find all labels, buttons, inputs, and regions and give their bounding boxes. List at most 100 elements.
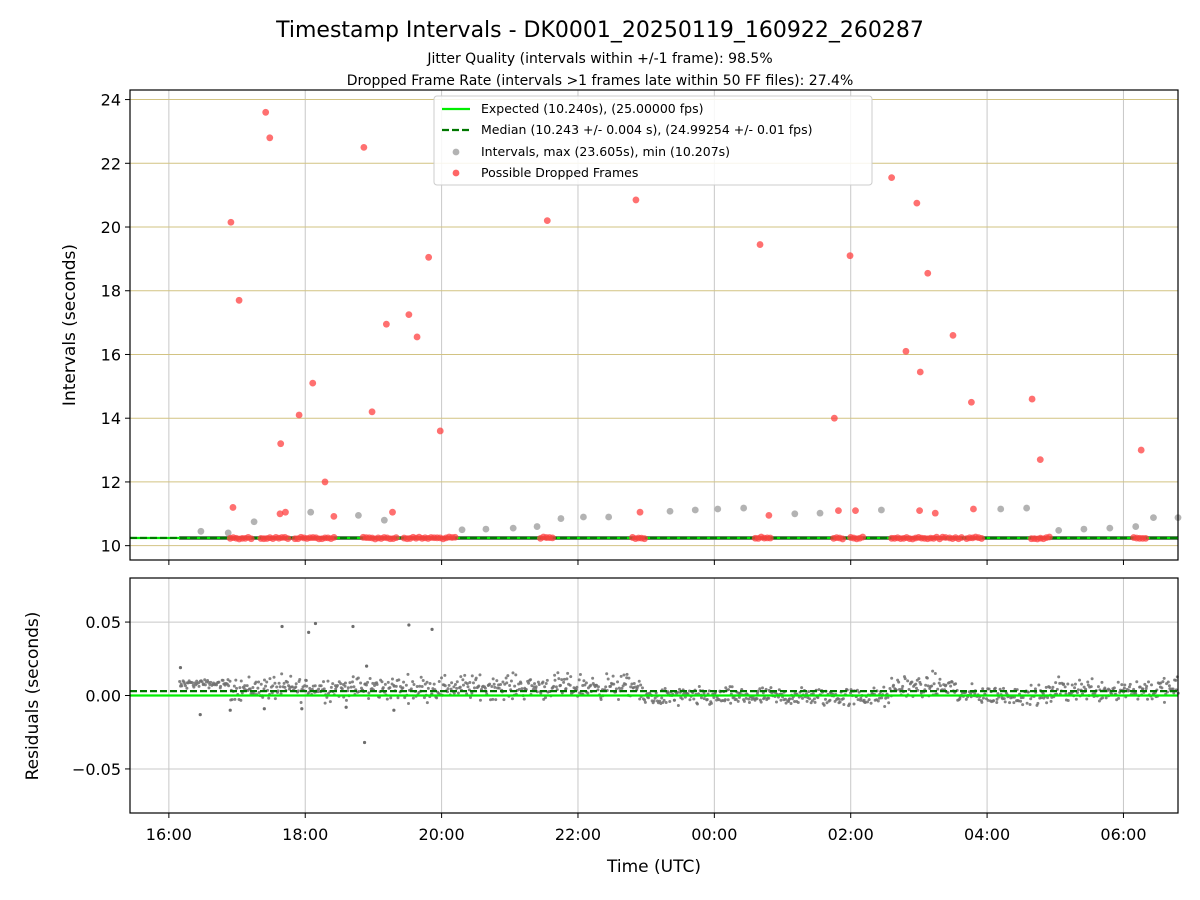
residual-point	[944, 683, 948, 687]
residual-point	[866, 700, 870, 704]
residual-point	[663, 686, 667, 690]
residual-point	[931, 669, 935, 673]
residual-point	[386, 680, 390, 684]
interval-point	[380, 516, 388, 524]
residual-point	[919, 691, 923, 695]
residual-point	[986, 698, 990, 702]
residual-point	[1100, 680, 1104, 684]
residual-point	[616, 698, 620, 702]
residual-point	[335, 684, 339, 687]
residual-point	[421, 678, 425, 682]
residual-point	[1089, 685, 1093, 689]
x-tick-label: 20:00	[419, 825, 465, 844]
residual-point	[1122, 686, 1126, 690]
interval-point	[816, 509, 824, 517]
residual-point	[296, 689, 300, 693]
dropped-frame-point	[859, 533, 867, 541]
dropped-frame-point	[835, 507, 842, 515]
residual-point	[1037, 683, 1041, 687]
residual-point	[949, 684, 953, 688]
residual-point	[643, 700, 647, 704]
legend-expected-label: Expected (10.240s), (25.00000 fps)	[481, 101, 703, 116]
residual-point	[553, 678, 557, 682]
residual-point	[209, 680, 213, 684]
residual-point	[759, 700, 763, 704]
residual-point	[767, 696, 771, 700]
residual-point	[1090, 677, 1094, 681]
residual-point	[800, 686, 804, 690]
top-y-tick-label: 24	[101, 91, 121, 110]
residual-point	[459, 675, 463, 679]
residual-point	[1128, 682, 1132, 686]
residual-point	[859, 696, 863, 700]
residual-point	[349, 685, 353, 689]
x-tick-label: 00:00	[691, 825, 737, 844]
residual-point	[458, 685, 462, 689]
residual-point	[317, 687, 321, 691]
residual-point	[514, 673, 518, 677]
residual-point	[351, 680, 355, 684]
residual-point	[938, 684, 942, 688]
dropped-frame-point	[405, 311, 413, 319]
dropped-frame-point	[846, 252, 854, 260]
residual-point	[1003, 700, 1007, 704]
top-y-tick-label: 10	[101, 537, 121, 556]
residual-point	[981, 696, 985, 700]
residual-point	[536, 680, 540, 684]
residual-point	[660, 696, 664, 700]
residual-point	[639, 683, 643, 687]
residual-point	[828, 698, 832, 702]
residual-point	[343, 681, 347, 685]
residual-point	[267, 696, 271, 700]
residual-point	[334, 687, 338, 691]
residual-point	[569, 675, 573, 679]
residual-point	[472, 686, 476, 690]
residual-point	[1066, 698, 1070, 702]
interval-point	[740, 504, 748, 512]
dropped-frame-point	[641, 535, 648, 543]
residual-point	[415, 684, 419, 688]
residual-point	[596, 685, 600, 689]
residual-outlier-point	[407, 623, 411, 627]
residual-point	[736, 699, 740, 703]
residual-point	[1026, 690, 1030, 694]
residual-point	[339, 682, 343, 686]
dropped-frame-point	[247, 535, 255, 543]
residual-point	[1039, 696, 1043, 700]
interval-point	[355, 511, 362, 519]
residual-point	[1160, 686, 1164, 690]
bottom-y-tick-label: −0.05	[72, 760, 121, 779]
residual-point	[543, 696, 547, 700]
residual-point	[1171, 687, 1175, 691]
residual-point	[247, 675, 251, 679]
residual-point	[489, 698, 493, 702]
residual-point	[664, 701, 668, 705]
residual-point	[1120, 683, 1124, 687]
residual-point	[932, 682, 936, 686]
residual-point	[756, 689, 760, 693]
residual-point	[265, 680, 269, 684]
residual-point	[919, 682, 923, 686]
dropped-frame-point	[632, 196, 640, 204]
residual-point	[688, 698, 692, 702]
residual-point	[397, 678, 401, 682]
residual-point	[892, 683, 896, 687]
residual-point	[1073, 686, 1077, 690]
residual-point	[455, 686, 459, 690]
residual-point	[856, 698, 860, 702]
residual-outlier-point	[344, 705, 348, 709]
residual-point	[364, 683, 368, 687]
residual-point	[1021, 703, 1025, 707]
residual-point	[519, 681, 523, 685]
residual-point	[180, 684, 184, 688]
residual-point	[917, 677, 921, 681]
residual-point	[774, 700, 778, 704]
residual-point	[491, 677, 495, 681]
residual-point	[468, 681, 472, 685]
residual-outlier-point	[313, 621, 318, 626]
residual-point	[1166, 680, 1170, 684]
residual-point	[380, 680, 384, 684]
residual-point	[468, 695, 472, 699]
residual-point	[680, 697, 684, 701]
residual-point	[712, 695, 716, 699]
